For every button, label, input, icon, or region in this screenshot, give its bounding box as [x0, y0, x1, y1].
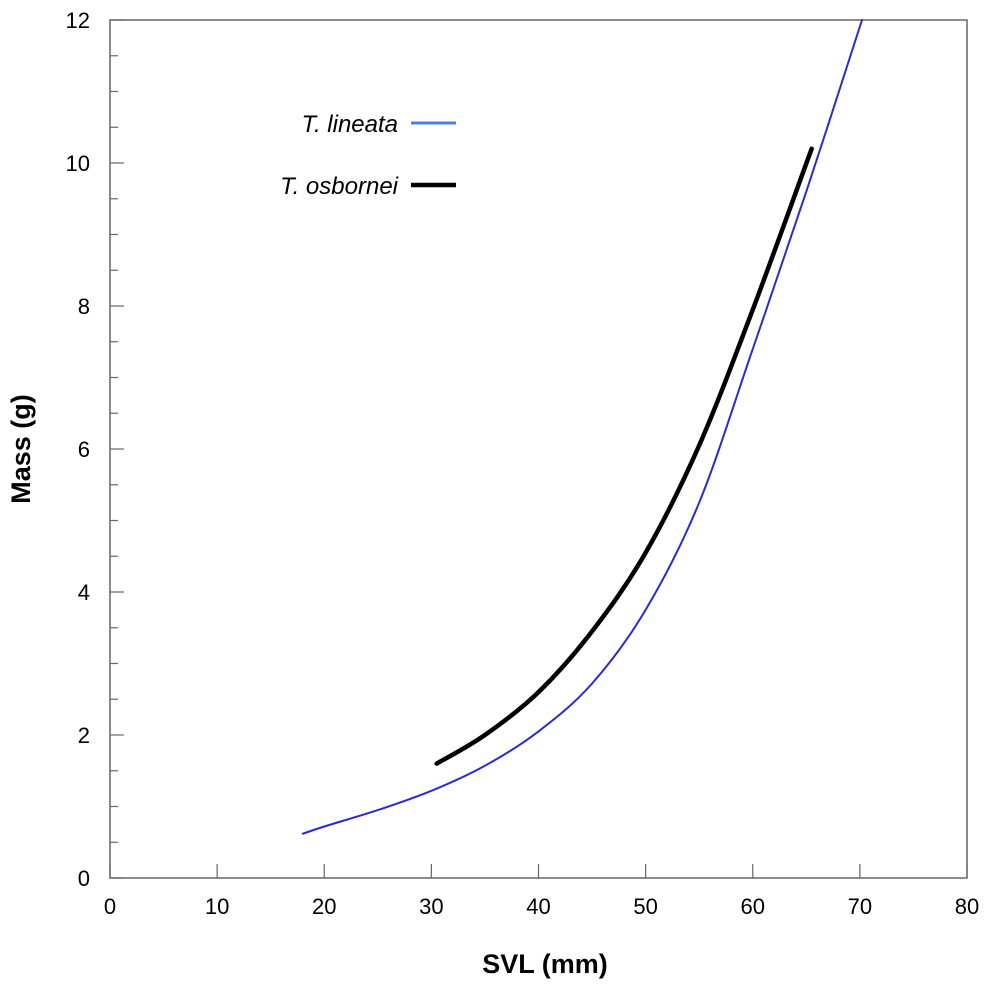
- series-line-t-osbornei: [434, 146, 814, 766]
- y-tick-label: 6: [78, 437, 90, 462]
- y-tick-label: 2: [78, 723, 90, 748]
- x-tick-label: 50: [633, 894, 657, 919]
- x-ticks: 0 10 20 30 40 50 60 70 80: [104, 864, 979, 919]
- x-tick-label: 70: [848, 894, 872, 919]
- y-tick-label: 10: [66, 151, 90, 176]
- plot-frame: [109, 19, 968, 879]
- y-tick-label: 8: [78, 294, 90, 319]
- x-tick-label: 30: [419, 894, 443, 919]
- y-tick-label: 4: [78, 580, 90, 605]
- legend-label: T. osbornei: [280, 173, 399, 200]
- x-axis-title: SVL (mm): [482, 949, 608, 979]
- x-tick-label: 10: [205, 894, 229, 919]
- legend: T. lineata T. osbornei: [280, 111, 456, 200]
- x-tick-label: 20: [312, 894, 336, 919]
- series-layer: [301, 19, 863, 835]
- x-tick-label: 40: [526, 894, 550, 919]
- x-tick-label: 60: [741, 894, 765, 919]
- legend-label: T. lineata: [301, 111, 398, 138]
- y-tick-label: 0: [78, 866, 90, 891]
- series-line-t-lineata: [301, 19, 863, 835]
- y-tick-label: 12: [66, 8, 90, 33]
- x-tick-label: 0: [104, 894, 116, 919]
- y-ticks: 0 2 4 6 8 10 12: [66, 8, 124, 891]
- x-tick-label: 80: [955, 894, 979, 919]
- y-axis-title: Mass (g): [6, 394, 36, 504]
